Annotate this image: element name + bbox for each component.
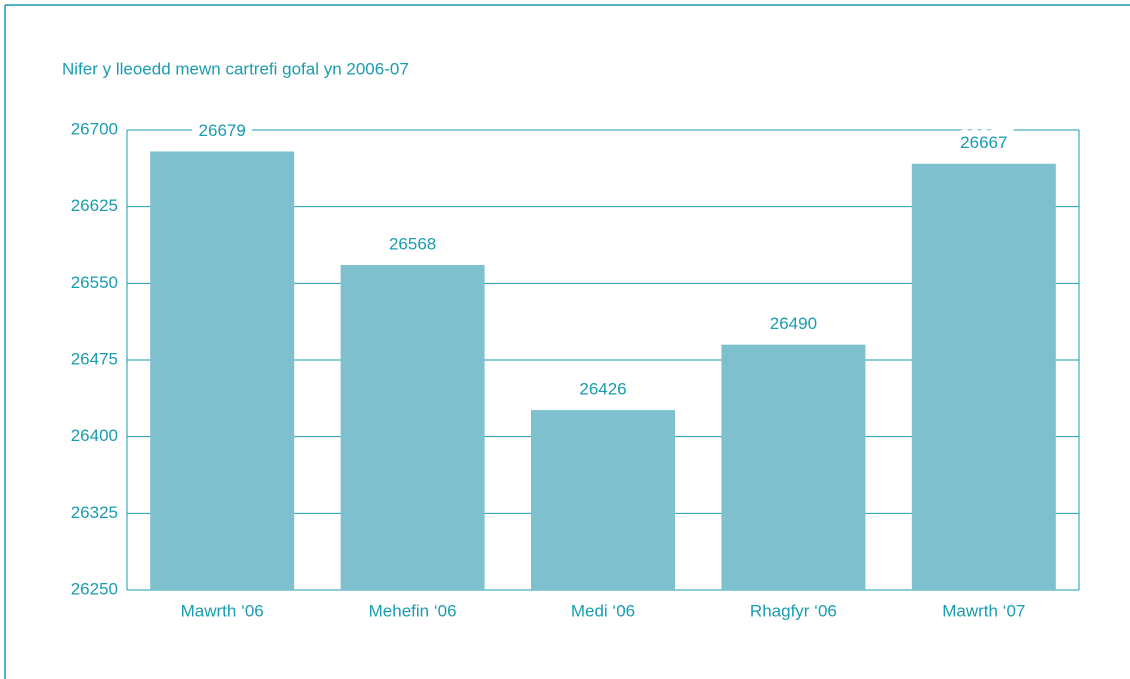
x-tick-label: Mawrth ‘06 [181,601,264,620]
x-tick-label: Mawrth ‘07 [942,601,1025,620]
y-tick-label: 26700 [71,119,118,138]
x-tick-label: Mehefin ‘06 [369,601,457,620]
value-label: 26679 [199,121,246,140]
y-tick-label: 26625 [71,196,118,215]
x-tick-label: Rhagfyr ‘06 [750,601,837,620]
y-tick-label: 26475 [71,349,118,368]
y-tick-label: 26400 [71,426,118,445]
bar [531,410,675,590]
bar [721,344,866,590]
value-label: 26568 [389,234,436,253]
y-tick-label: 26250 [71,579,118,598]
y-tick-label: 26550 [71,273,118,292]
bar [150,151,295,590]
bar [340,264,485,590]
bar [911,163,1056,590]
value-label: 26667 [960,133,1007,152]
y-tick-label: 26325 [71,503,118,522]
chart-title: Nifer y lleoedd mewn cartrefi gofal yn 2… [62,59,409,78]
x-tick-label: Medi ‘06 [571,601,635,620]
value-label: 26490 [770,314,817,333]
value-label: 26426 [579,380,626,399]
